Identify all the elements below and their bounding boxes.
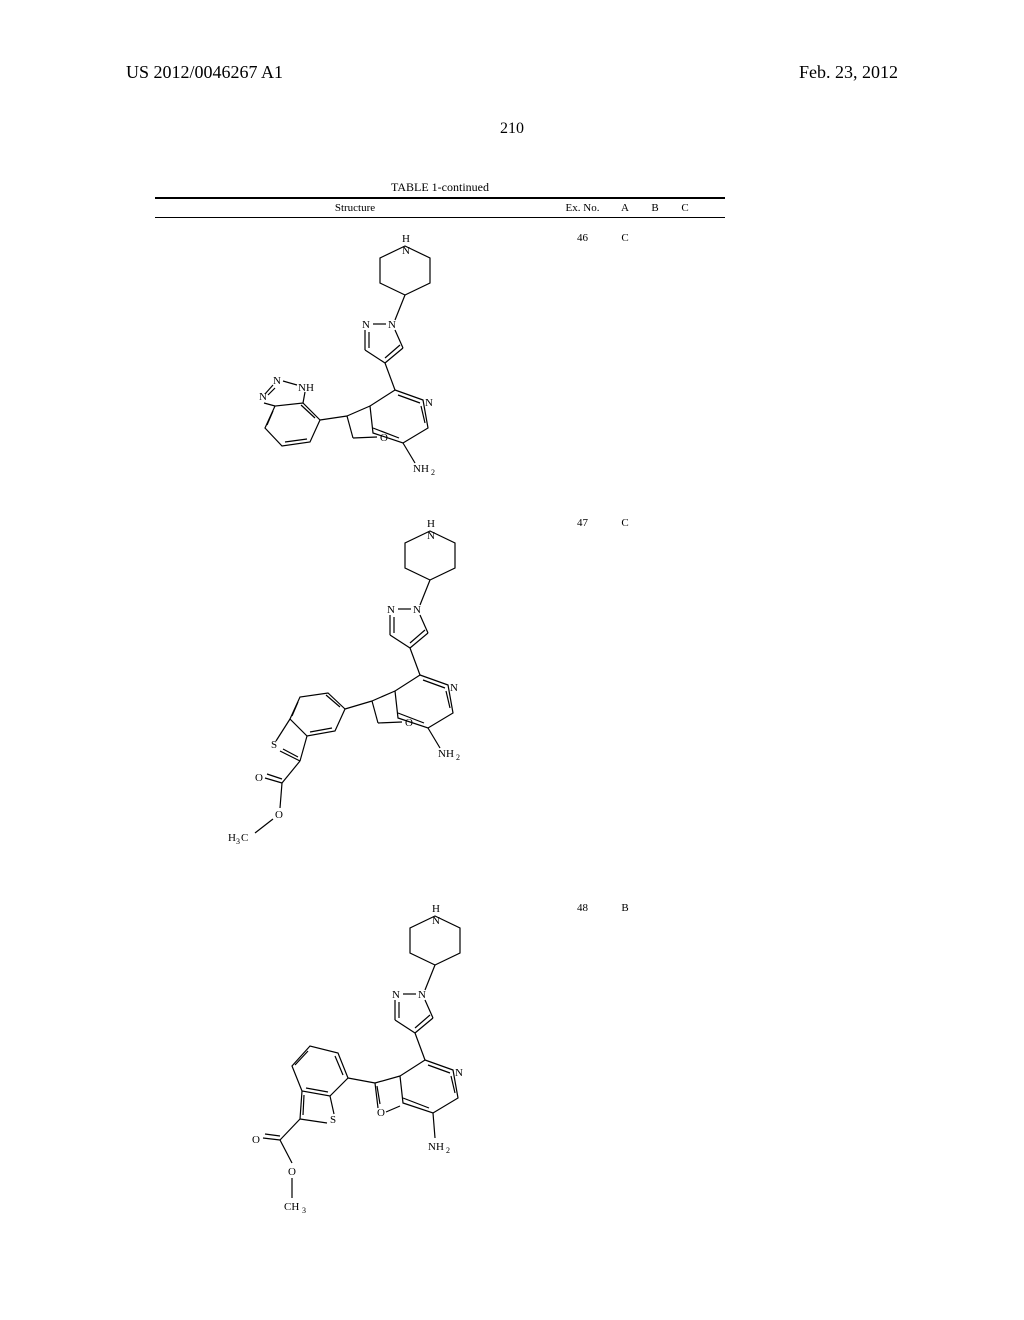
atom-nh2-sub: 2 bbox=[456, 753, 460, 762]
structure-48: H N N N N O bbox=[155, 888, 555, 1293]
table-row: H N N N N O bbox=[155, 503, 725, 888]
val-b bbox=[640, 218, 670, 232]
atom-n: N bbox=[387, 604, 395, 616]
atom-n: N bbox=[425, 397, 433, 409]
table-row: H N N N N bbox=[155, 218, 725, 503]
atom-n: N bbox=[427, 530, 435, 542]
atom-o: O bbox=[255, 772, 263, 784]
atom-n: N bbox=[362, 319, 370, 331]
atom-n: N bbox=[450, 682, 458, 694]
ex-no: 48 bbox=[555, 888, 610, 914]
atom-n: N bbox=[455, 1067, 463, 1079]
atom-n: N bbox=[418, 989, 426, 1001]
atom-o: O bbox=[275, 809, 283, 821]
col-header-c: C bbox=[670, 202, 700, 214]
atom-n: N bbox=[273, 375, 281, 387]
atom-nh2: NH bbox=[438, 748, 454, 760]
structure-47: H N N N N O bbox=[155, 503, 555, 888]
val-a: C bbox=[610, 503, 640, 529]
ex-no: 46 bbox=[555, 218, 610, 244]
ex-no: 47 bbox=[555, 503, 610, 529]
val-c bbox=[670, 888, 700, 902]
atom-o: O bbox=[252, 1134, 260, 1146]
val-b bbox=[640, 888, 670, 902]
structure-46: H N N N N bbox=[155, 218, 555, 503]
atom-o: O bbox=[405, 717, 413, 729]
table-header-row: Structure Ex. No. A B C bbox=[155, 199, 725, 217]
col-header-exno: Ex. No. bbox=[555, 202, 610, 214]
atom-h3c-c: C bbox=[241, 832, 248, 844]
publication-number: US 2012/0046267 A1 bbox=[126, 62, 283, 83]
atom-n: N bbox=[413, 604, 421, 616]
val-a: C bbox=[610, 218, 640, 244]
publication-date: Feb. 23, 2012 bbox=[799, 62, 898, 83]
atom-o: O bbox=[288, 1166, 296, 1178]
table-row: H N N N N O bbox=[155, 888, 725, 1293]
col-header-structure: Structure bbox=[155, 202, 555, 214]
page-number: 210 bbox=[0, 120, 1024, 138]
atom-n: N bbox=[392, 989, 400, 1001]
atom-s: S bbox=[330, 1114, 336, 1126]
atom-h: H bbox=[432, 903, 440, 915]
atom-n: N bbox=[388, 319, 396, 331]
atom-h3c: H bbox=[228, 832, 236, 844]
atom-nh2-sub: 2 bbox=[431, 468, 435, 477]
atom-nh2: NH bbox=[413, 463, 429, 475]
val-c bbox=[670, 503, 700, 517]
atom-nh2-sub: 2 bbox=[446, 1146, 450, 1155]
page-header: US 2012/0046267 A1 Feb. 23, 2012 bbox=[0, 62, 1024, 92]
val-b bbox=[640, 503, 670, 517]
table-1-continued: TABLE 1-continued Structure Ex. No. A B … bbox=[155, 180, 725, 1293]
atom-o: O bbox=[380, 432, 388, 444]
val-a: B bbox=[610, 888, 640, 914]
atom-ch3-sub: 3 bbox=[302, 1206, 306, 1215]
val-c bbox=[670, 218, 700, 232]
col-header-a: A bbox=[610, 202, 640, 214]
atom-h: H bbox=[427, 518, 435, 530]
atom-n: N bbox=[432, 915, 440, 927]
atom-o: O bbox=[377, 1107, 385, 1119]
atom-h3c-sub: 3 bbox=[236, 837, 240, 846]
table-title: TABLE 1-continued bbox=[155, 180, 725, 195]
atom-nh2: NH bbox=[428, 1141, 444, 1153]
atom-h: H bbox=[402, 233, 410, 245]
col-header-b: B bbox=[640, 202, 670, 214]
atom-n: N bbox=[402, 245, 410, 257]
atom-nh: NH bbox=[298, 382, 314, 394]
atom-ch3: CH bbox=[284, 1201, 299, 1213]
